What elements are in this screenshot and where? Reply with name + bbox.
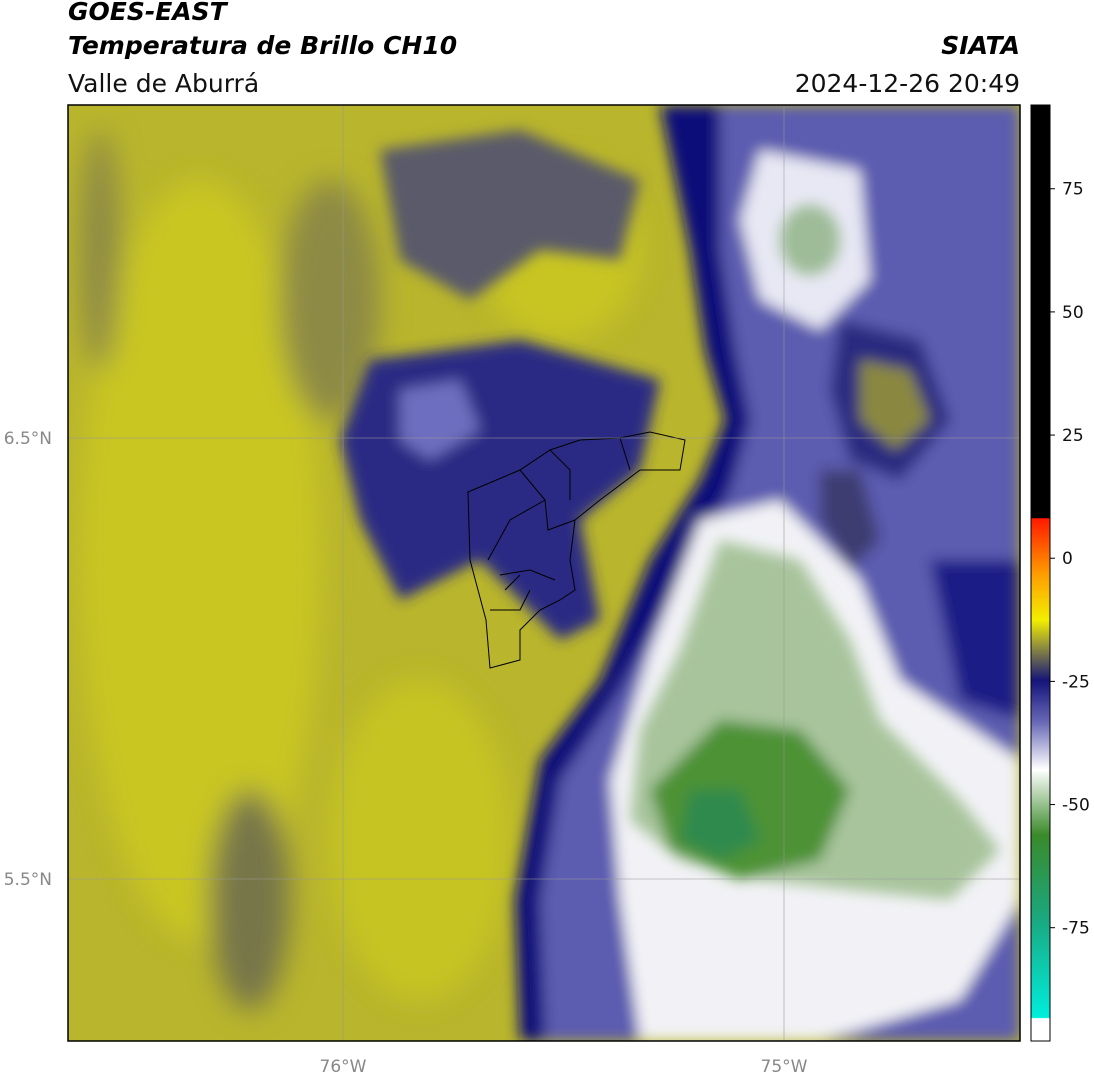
lat-label: 5.5°N [4,870,52,890]
graticule [68,105,1020,1041]
colorbar-tick-label: 0 [1062,549,1073,569]
colorbar-tick-label: -25 [1062,672,1090,692]
colorbar-tick-label: -50 [1062,796,1090,816]
subtitle: Temperatura de Brillo CH10 [68,31,457,60]
title: GOES-EAST [68,0,229,26]
colorbar-tick-label: -75 [1062,919,1090,939]
lon-label: 75°W [761,1057,808,1077]
region: Valle de Aburrá [68,69,259,98]
colorbar-tick-label: 75 [1062,180,1084,200]
lon-label: 76°W [320,1057,367,1077]
colorbar [1030,104,1051,1042]
source: SIATA [941,31,1020,60]
colorbar-tick-label: 25 [1062,426,1084,446]
datetime: 2024-12-26 20:49 [795,69,1020,98]
municipal-boundaries [467,431,686,669]
map-frame [67,104,1021,1042]
satellite-field [68,105,1020,1041]
colorbar-tick-label: 50 [1062,303,1084,323]
lat-label: 6.5°N [4,429,52,449]
